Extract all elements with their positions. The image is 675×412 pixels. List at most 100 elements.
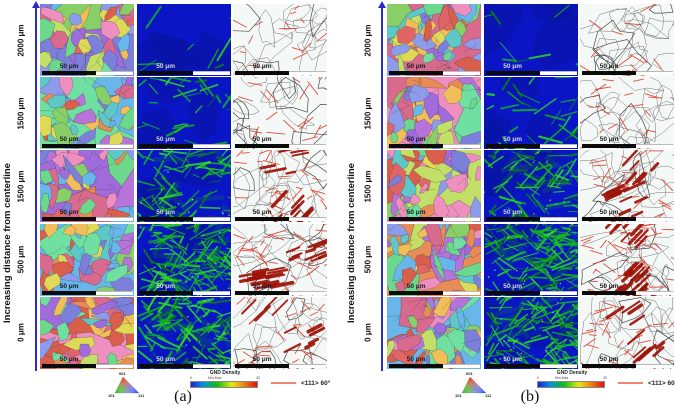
scale-bar [235,363,290,368]
tile-gnd-density-map: 50 μm [136,77,231,150]
scale-bar-track [636,144,674,149]
scale-bar [389,144,444,149]
ipf-triangle-icon [461,376,487,394]
scale-bar-track [443,144,481,149]
axis-arrow-head-icon [378,1,386,8]
scale-bar-track [539,217,577,222]
scale-bar-label: 50 μm [156,282,176,290]
tile-ipf-orientation-map: 50 μm [387,223,481,296]
scale-bar [138,217,194,222]
row-label: 2000 μm [363,23,373,57]
tile-ipf-orientation-map: 50 μm [387,4,481,76]
micrograph-image [233,4,327,76]
scale-bar-label: 50 μm [503,63,523,70]
gnd-legend-min: 0 [537,376,539,380]
scale-bar-label: 50 μm [252,282,272,290]
tile-boundary-map: 50 μm [580,4,674,76]
scale-bar [389,217,444,222]
tile-ipf-orientation-map: 50 μm [40,77,134,150]
panel-label: (b) [520,388,540,405]
tile-gnd-density-map: 50 μm [136,296,231,369]
micrograph-image [136,296,231,369]
scale-bar [235,217,290,222]
tile-boundary-map: 50 μm [580,150,674,223]
micrograph-image [387,296,481,369]
scale-bar [582,290,637,295]
scale-bar [235,71,290,75]
scale-bar [42,217,97,222]
scale-bar-track [289,217,327,222]
tile-gnd-density-map: 50 μm [136,223,231,296]
micrograph-image [387,4,481,76]
row-label: 0 μm [16,323,26,343]
scale-bar-label: 50 μm [599,136,619,144]
scale-bar-track [636,363,674,368]
scale-bar-label: 50 μm [503,282,523,290]
micrograph-image [40,223,134,296]
micrograph-image [387,77,481,150]
scale-bar-label: 50 μm [156,355,176,363]
scale-bar [485,290,541,295]
gnd-legend-max: 20 [256,376,260,380]
row-label: 1500 μm [16,170,26,203]
micrograph-image [40,296,134,369]
scale-bar-label: 50 μm [406,282,426,290]
scale-bar-label: 50 μm [503,355,523,363]
tile-boundary-map: 50 μm [233,223,327,296]
axis-label: Increasing distance from centerline [2,163,13,323]
tile-ipf-orientation-map: 50 μm [387,296,481,369]
micrograph-image [483,223,578,296]
tile-ipf-orientation-map: 50 μm [40,223,134,296]
scale-bar-label: 50 μm [599,209,619,217]
scale-bar-label: 50 μm [252,63,272,70]
scale-bar [42,71,97,75]
scale-bar-label: 50 μm [406,136,426,144]
row-label: 500 μm [16,245,26,274]
twin-line-icon [618,382,643,384]
scale-bar-track [192,363,230,368]
axis-arrow [35,8,37,371]
scale-bar-label: 50 μm [59,282,79,290]
micrograph-image [483,296,578,369]
scale-bar-track [289,144,327,149]
gnd-legend-title: GND Density [556,370,588,376]
scale-bar-track [289,363,327,368]
scale-bar [485,71,541,75]
scale-bar-track [289,290,327,295]
scale-bar-track [539,144,577,149]
scale-bar-track [636,290,674,295]
tile-ipf-orientation-map: 50 μm [387,77,481,150]
ipf-corner-label: 111 [138,393,145,398]
scale-bar-track [443,363,481,368]
twin-boundary-key: <111> 60° [618,377,675,389]
scale-bar-label: 50 μm [59,209,79,217]
gnd-color-key: GND Density 0 Min-Max 20 [537,370,607,394]
ipf-triangle-icon [114,376,140,394]
micrograph-image [233,77,327,150]
ipf-color-key: 001 101 111 [106,371,148,398]
micrograph-image [387,223,481,296]
scale-bar-label: 50 μm [252,136,272,144]
tile-boundary-map: 50 μm [233,296,327,369]
tile-ipf-orientation-map: 50 μm [40,4,134,76]
panel-label: (a) [174,388,192,405]
tile-gnd-density-map: 50 μm [483,77,578,150]
ipf-corner-label: 101 [455,393,462,398]
scale-bar-track [636,71,674,75]
row-label: 0 μm [363,323,373,343]
gnd-color-key: GND Density 0 Min-Max 20 [190,370,260,394]
scale-bar [582,144,637,149]
scale-bar-label: 50 μm [59,63,79,70]
scale-bar [42,290,97,295]
micrograph-image [580,77,674,150]
tile-boundary-map: 50 μm [233,77,327,150]
gnd-legend-sub: Min-Max [208,376,222,380]
micrograph-image [387,150,481,223]
scale-bar-track [539,290,577,295]
row-label: 1500 μm [363,170,373,203]
scale-bar [582,71,637,75]
micrograph-image [233,223,327,296]
scale-bar-track [192,217,230,222]
micrograph-image [483,77,578,150]
